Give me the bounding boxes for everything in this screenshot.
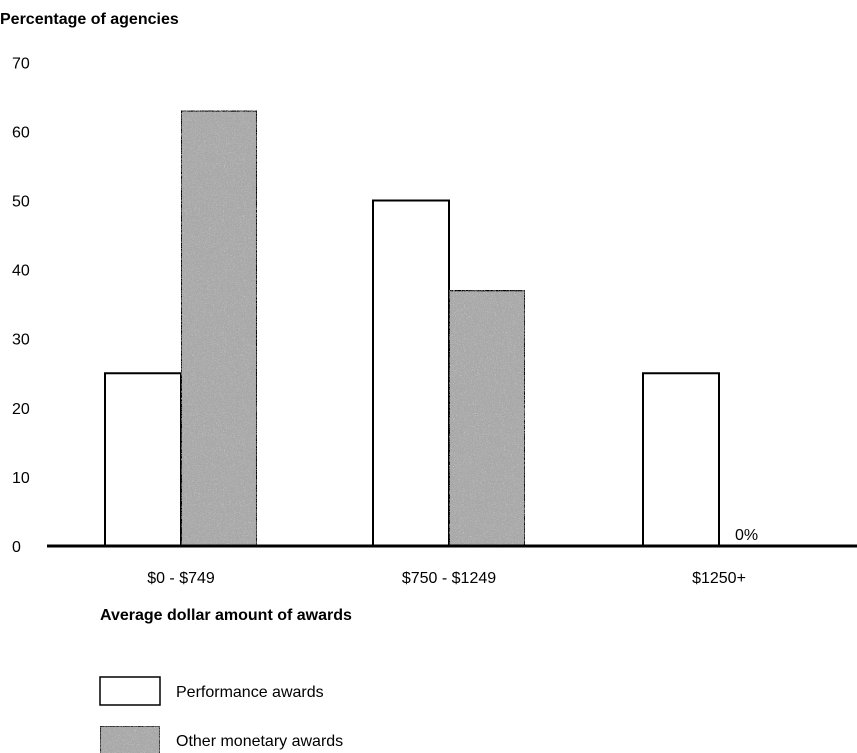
bars-group (104, 109, 720, 547)
y-axis-ticks: 0 10 20 30 40 50 60 70 (12, 55, 30, 556)
y-axis-title: Percentage of agencies (0, 11, 179, 28)
x-axis-title: Average dollar amount of awards (100, 607, 352, 624)
y-tick-label: 10 (12, 470, 30, 487)
x-axis-category-labels: $0 - $749 $750 - $1249 $1250+ (147, 570, 746, 587)
legend-swatch (99, 725, 161, 753)
y-tick-label: 20 (12, 401, 30, 418)
y-tick-label: 60 (12, 124, 30, 141)
x-tick-label: $750 - $1249 (402, 570, 496, 587)
legend: Performance awards Other monetary awards (99, 676, 343, 753)
bar-performance (104, 372, 182, 547)
data-label: 0% (735, 527, 758, 544)
bar-performance (642, 372, 720, 547)
y-tick-label: 30 (12, 332, 30, 349)
annotations-group: 0% (735, 527, 758, 544)
x-tick-label: $1250+ (692, 570, 746, 587)
legend-label: Performance awards (176, 684, 324, 701)
bar-other-monetary (180, 109, 258, 547)
y-tick-label: 40 (12, 263, 30, 280)
legend-swatch (99, 676, 161, 706)
y-tick-label: 0 (12, 539, 21, 556)
y-tick-label: 50 (12, 194, 30, 211)
x-tick-label: $0 - $749 (147, 570, 215, 587)
bar-other-monetary (448, 289, 526, 547)
legend-label: Other monetary awards (176, 733, 343, 750)
bar-performance (372, 199, 450, 547)
y-tick-label: 70 (12, 55, 30, 72)
